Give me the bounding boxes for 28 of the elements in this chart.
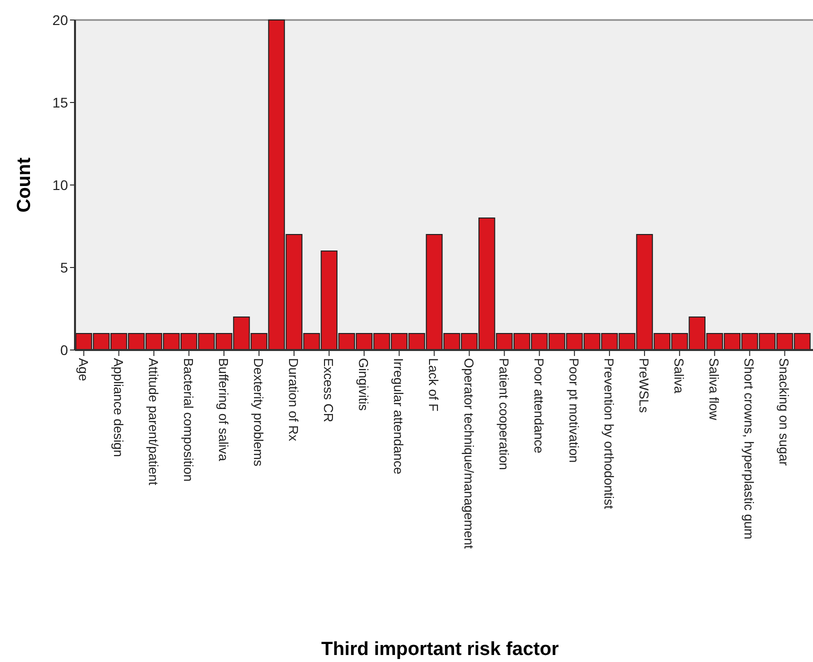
x-axis-title: Third important risk factor bbox=[321, 639, 560, 660]
x-tick-label: Bacterial composition bbox=[180, 358, 196, 482]
x-tick-label: Dexterity problems bbox=[251, 358, 266, 467]
x-tick-label: Gingivitis bbox=[356, 358, 372, 412]
y-tick-label: 10 bbox=[52, 176, 68, 193]
x-tick-label: Snacking on sugar bbox=[776, 358, 792, 466]
x-tick-label: PreWSLs bbox=[636, 358, 652, 414]
y-tick-label: 0 bbox=[60, 342, 68, 358]
x-tick-label: Short crowns, hyperplastic gum bbox=[742, 358, 757, 540]
x-tick-label: Excess CR bbox=[321, 358, 336, 422]
y-axis-title: Count bbox=[14, 156, 35, 212]
x-tick-label: Age bbox=[76, 358, 91, 382]
x-tick-label: Attitude parent/patient bbox=[146, 358, 161, 486]
y-tick-label: 20 bbox=[52, 12, 68, 28]
x-tick-label: Saliva bbox=[672, 358, 687, 394]
x-tick-label: Saliva flow bbox=[706, 358, 722, 421]
x-tick-label: Appliance design bbox=[110, 358, 126, 458]
x-tick-label: Irregular attendance bbox=[391, 358, 406, 474]
x-tick-label: Operator technique/management bbox=[461, 358, 476, 550]
x-tick-label: Poor attendance bbox=[531, 358, 546, 454]
x-tick-label: Buffering of saliva bbox=[216, 358, 231, 462]
y-tick-label: 15 bbox=[52, 94, 68, 110]
x-tick-label: Duration of Rx bbox=[286, 358, 302, 442]
x-tick-label: Patient cooperation bbox=[496, 358, 512, 470]
y-tick-label: 5 bbox=[60, 259, 68, 276]
x-tick-label: Prevention by orthodontist bbox=[601, 358, 616, 510]
x-tick-label: Lack of F bbox=[426, 358, 442, 412]
x-tick-label: Poor pt motivation bbox=[566, 358, 582, 463]
